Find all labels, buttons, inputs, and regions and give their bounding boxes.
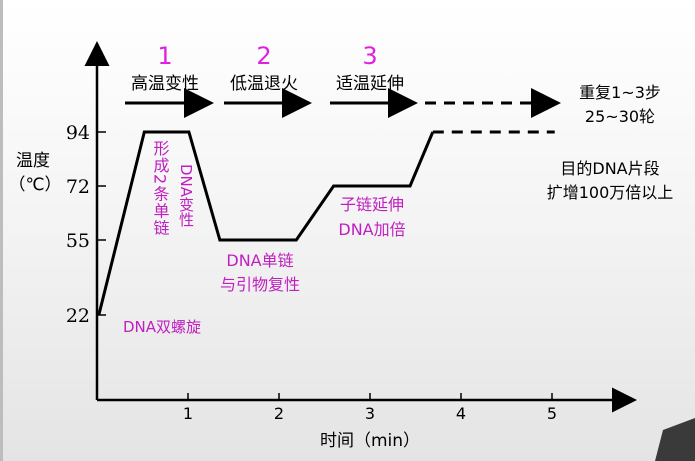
decorative-shape [655, 418, 695, 461]
y-label-1: 温度 [16, 151, 50, 171]
left-edge [0, 0, 3, 461]
annotation-anneal-1: DNA单链 [226, 251, 293, 270]
annotation-double-helix: DNA双螺旋 [123, 318, 201, 336]
y-tick-label: 94 [66, 122, 90, 144]
step-3-number: 3 [362, 42, 377, 70]
x-tick-label: 1 [183, 404, 193, 423]
step-2-label: 低温退火 [230, 74, 298, 94]
x-tick-label: 5 [547, 404, 557, 423]
y-tick-label: 55 [66, 230, 90, 252]
step-2-number: 2 [256, 42, 271, 70]
result-note-1: 目的DNA片段 [560, 159, 659, 178]
x-tick-label: 2 [274, 404, 284, 423]
annotation-single-strands: 形成2条单链 [151, 140, 170, 236]
y-tick-label: 72 [66, 176, 90, 198]
annotation-anneal-2: 与引物复性 [220, 275, 300, 294]
repeat-note-2: 25~30轮 [585, 107, 655, 126]
y-tick-label: 22 [66, 305, 90, 327]
x-label: 时间（min） [320, 431, 420, 451]
result-note-2: 扩增100万倍以上 [547, 183, 674, 202]
annotation-extend-1: 子链延伸 [340, 195, 404, 214]
annotation-extend-2: DNA加倍 [338, 220, 405, 239]
y-label-2: （℃） [8, 175, 61, 195]
repeat-note-1: 重复1~3步 [579, 83, 661, 102]
temperature-line-solid [97, 130, 435, 316]
step-1-label: 高温变性 [131, 74, 199, 94]
x-tick-label: 4 [456, 404, 466, 423]
step-1-number: 1 [157, 42, 172, 70]
annotation-denature: DNA变性 [177, 164, 195, 227]
step-3-label: 适温延伸 [336, 74, 404, 94]
x-tick-label: 3 [365, 404, 375, 423]
